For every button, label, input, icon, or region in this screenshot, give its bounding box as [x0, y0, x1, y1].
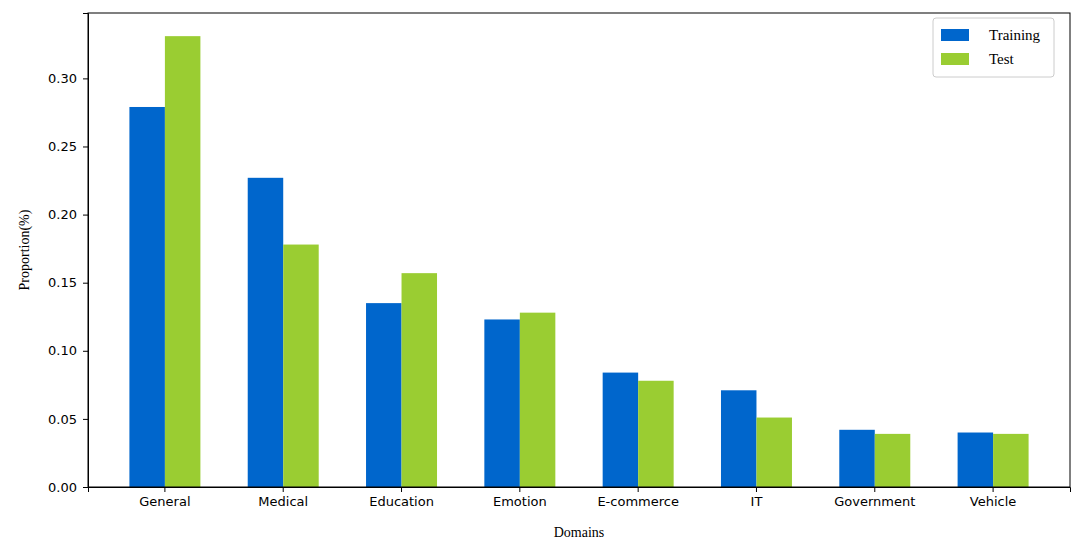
bar: [993, 434, 1028, 487]
y-tick-label: 0.10: [48, 343, 77, 358]
bar: [520, 313, 555, 487]
bar: [402, 273, 437, 487]
x-tick-label: IT: [751, 494, 763, 509]
bar: [875, 434, 910, 487]
bar: [603, 373, 638, 487]
x-tick: Government: [834, 487, 915, 509]
x-tick-mark: [164, 487, 165, 492]
legend: Training Test: [933, 18, 1054, 77]
x-tick-mark: [993, 487, 994, 492]
bars: [129, 36, 1028, 487]
y-tick-label: 0.20: [48, 207, 77, 222]
x-tick-mark: [638, 487, 639, 492]
y-tick: 0.00: [48, 480, 88, 495]
bar: [756, 418, 791, 487]
x-tick: Medical: [258, 487, 308, 509]
legend-label: Test: [989, 51, 1015, 67]
bar-series: [129, 107, 993, 487]
x-tick-label: General: [139, 494, 190, 509]
x-tick-mark: [874, 487, 875, 492]
bar: [721, 390, 756, 487]
bar: [248, 178, 283, 487]
y-axis-title: Proportion(%): [17, 209, 33, 290]
x-tick-label: Education: [369, 494, 434, 509]
x-tick: E-commerce: [597, 487, 679, 509]
y-tick-mark: [83, 419, 88, 420]
plot: 0.00 0.05 0.10 0.15 0.20 0.25 0.30 General Medic…: [48, 13, 1070, 509]
y-axis: 0.00 0.05 0.10 0.15 0.20 0.25 0.30: [48, 14, 88, 495]
x-axis-title: Domains: [554, 525, 605, 540]
y-tick-mark: [83, 146, 88, 147]
x-tick-mark: [756, 487, 757, 492]
x-tick-mark: [283, 487, 284, 492]
bar-series: [165, 36, 1029, 487]
y-tick-label: 0.15: [48, 275, 77, 290]
bar: [283, 245, 318, 487]
bar: [839, 430, 874, 487]
x-tick-label: Medical: [258, 494, 308, 509]
x-tick: Vehicle: [970, 487, 1017, 509]
plot-frame: [88, 13, 1070, 487]
y-tick: 0.05: [48, 412, 88, 427]
x-tick: General: [139, 487, 190, 509]
y-tick-mark: [83, 283, 88, 284]
bar: [165, 36, 200, 487]
x-tick: Education: [369, 487, 434, 509]
bar: [638, 381, 673, 487]
x-tick-label: E-commerce: [597, 494, 679, 509]
x-tick-mark: [519, 487, 520, 492]
bar: [958, 433, 993, 487]
y-tick-label: 0.30: [48, 71, 77, 86]
x-tick-label: Government: [834, 494, 915, 509]
bar: [366, 303, 401, 487]
y-tick-mark: [83, 487, 88, 488]
legend-item: Test: [941, 51, 1015, 67]
legend-label: Training: [989, 27, 1041, 43]
y-tick: 0.30: [48, 71, 88, 86]
bar: [484, 319, 519, 487]
y-axis-line: [83, 14, 89, 488]
y-tick-mark: [83, 215, 88, 216]
x-axis-line: [89, 488, 1071, 493]
legend-swatch: [941, 53, 969, 65]
y-tick-label: 0.05: [48, 412, 77, 427]
y-tick: 0.15: [48, 275, 88, 290]
y-tick-mark: [83, 351, 88, 352]
bar: [129, 107, 164, 487]
x-axis: General Medical Education Emotion E-commerce…: [89, 487, 1071, 509]
x-tick: IT: [751, 487, 763, 509]
y-tick: 0.10: [48, 343, 88, 358]
chart: 0.00 0.05 0.10 0.15 0.20 0.25 0.30 General Medic…: [0, 0, 1080, 554]
y-tick: 0.25: [48, 139, 88, 154]
x-tick: Emotion: [493, 487, 547, 509]
y-tick-label: 0.00: [48, 480, 77, 495]
y-tick-mark: [83, 78, 88, 79]
y-tick-label: 0.25: [48, 139, 77, 154]
legend-box: [933, 18, 1054, 77]
x-tick-label: Vehicle: [970, 494, 1017, 509]
x-tick-label: Emotion: [493, 494, 547, 509]
x-tick-mark: [401, 487, 402, 492]
y-tick: 0.20: [48, 207, 88, 222]
legend-item: Training: [941, 27, 1041, 43]
legend-swatch: [941, 29, 969, 41]
